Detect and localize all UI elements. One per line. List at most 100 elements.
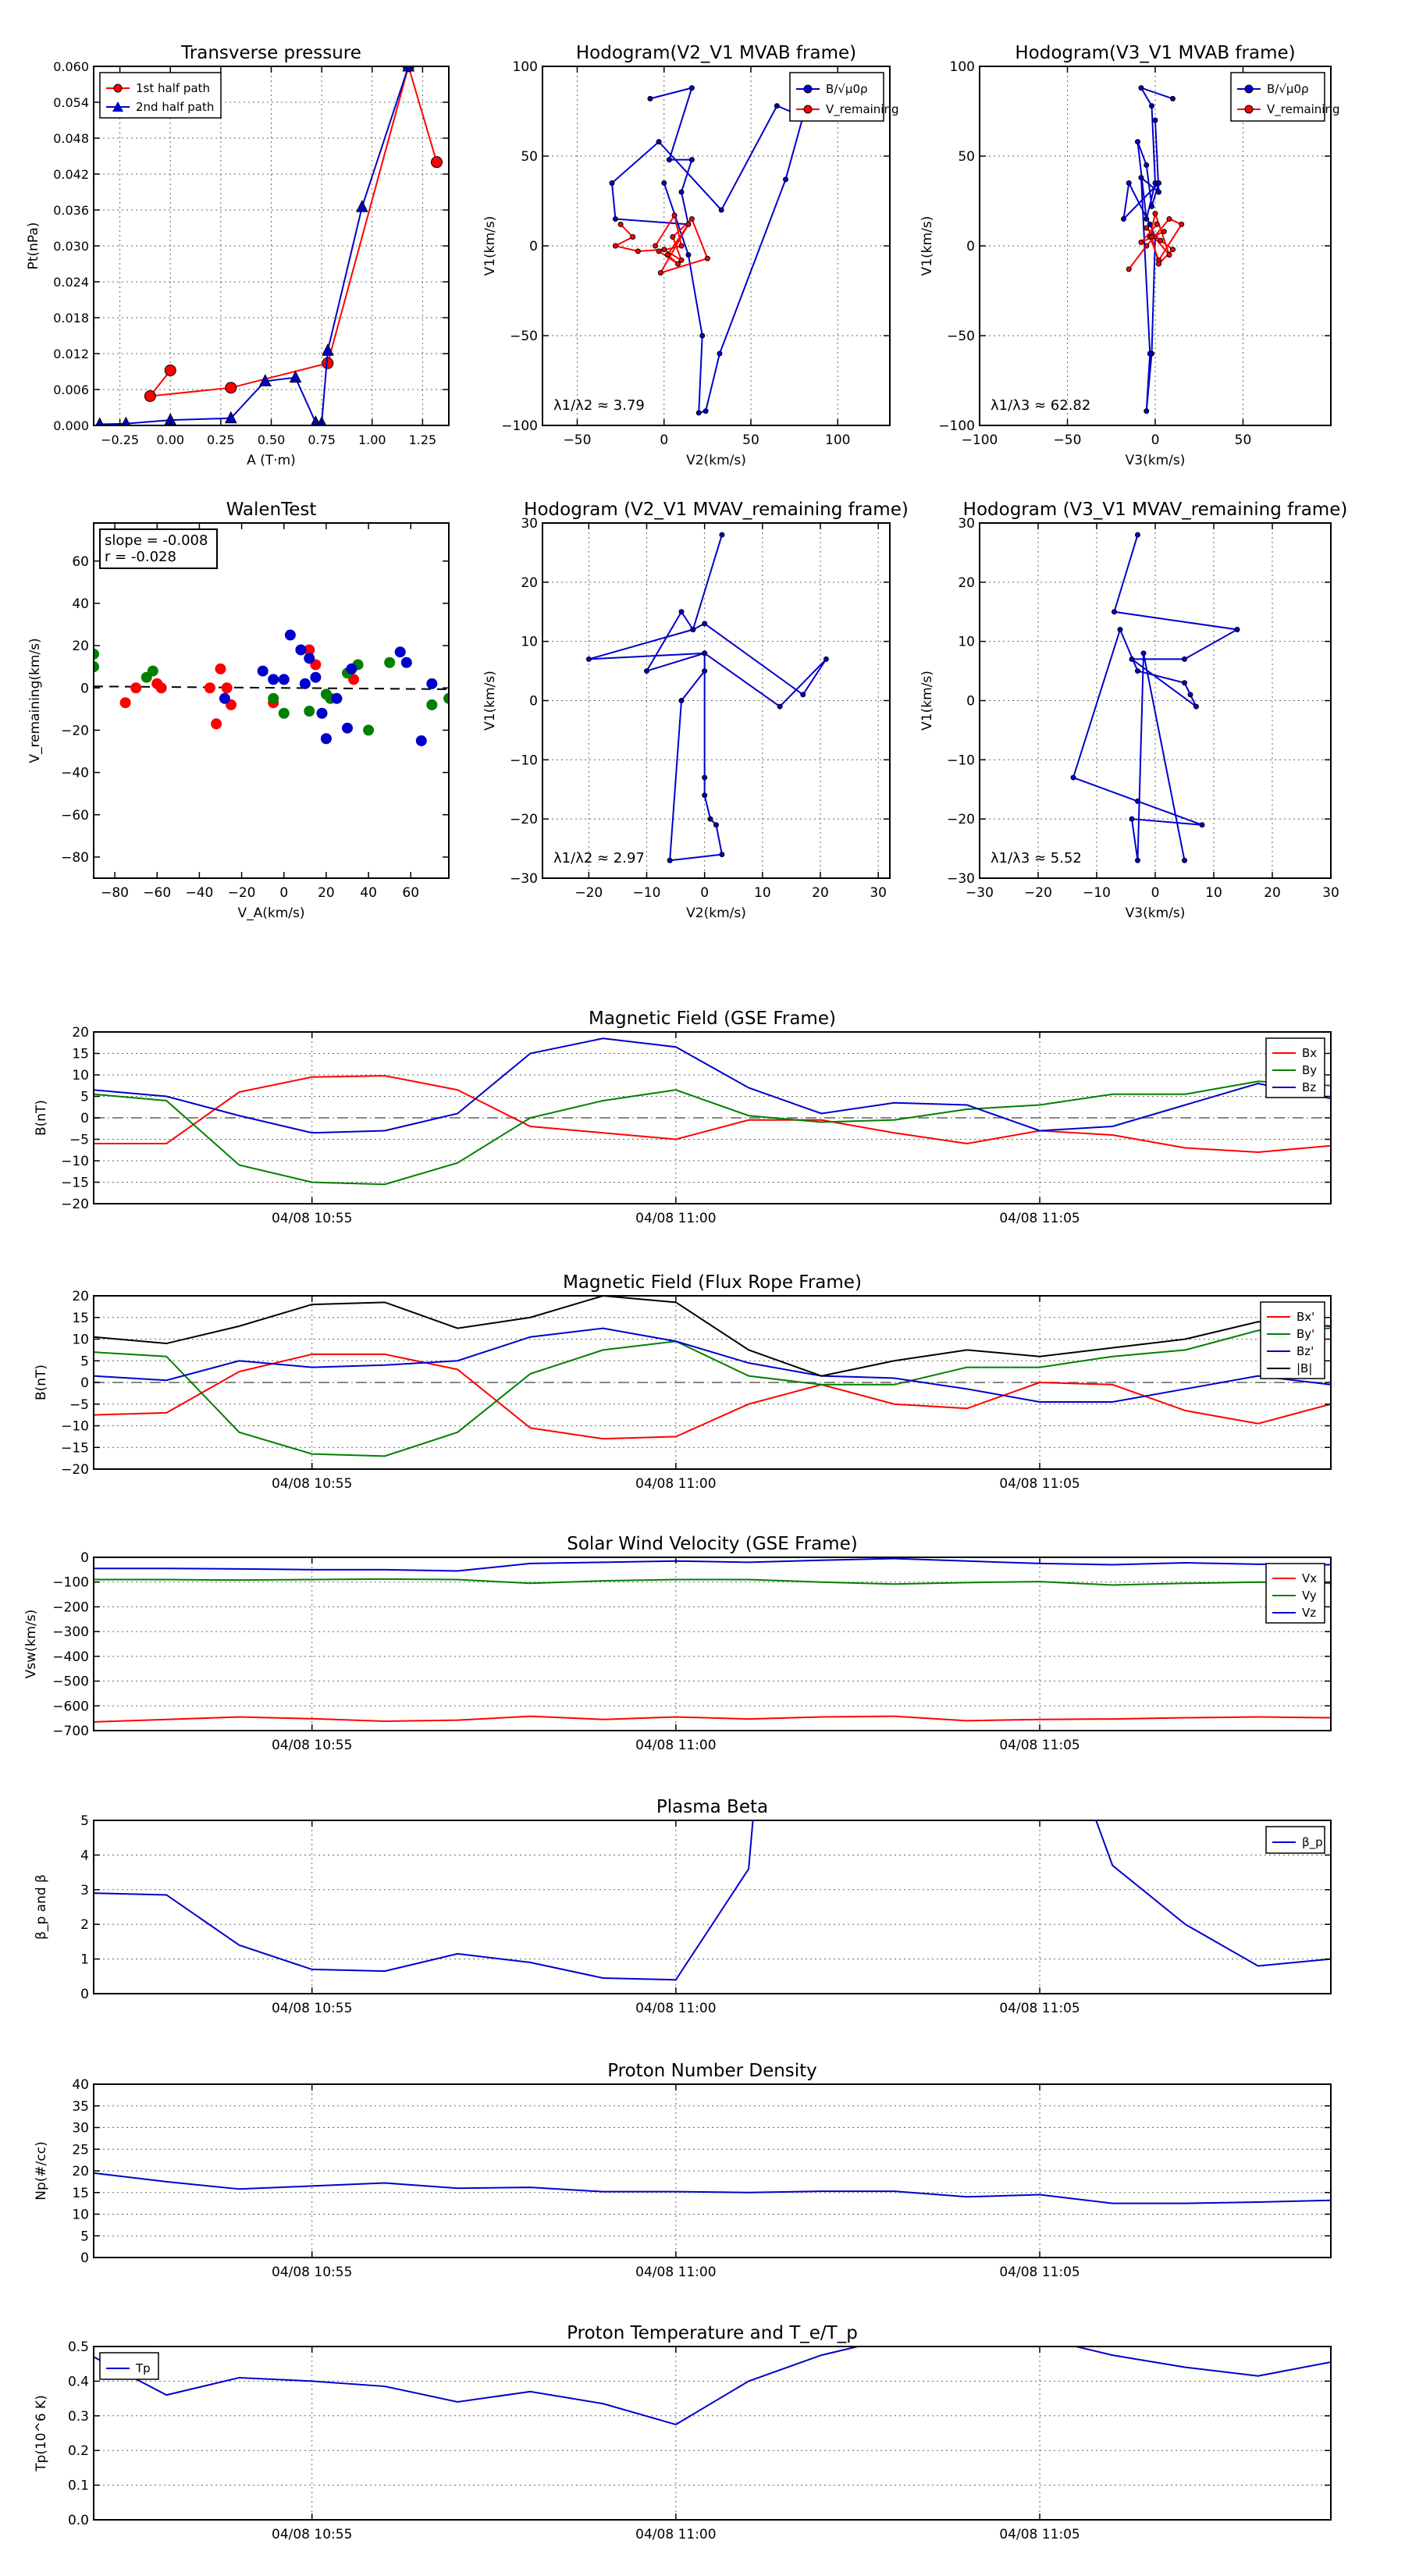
- data-point: [284, 629, 296, 641]
- y-tick-label: 0: [966, 239, 975, 254]
- data-point: [215, 663, 226, 674]
- y-tick-label: −600: [52, 1699, 89, 1714]
- data-point: [774, 103, 780, 109]
- y-tick-label: 20: [72, 1289, 89, 1304]
- data-point: [678, 189, 685, 195]
- data-point: [670, 234, 676, 240]
- y-tick-label: 15: [72, 2186, 89, 2201]
- data-point: [1144, 216, 1150, 222]
- chart-title: Proton Number Density: [607, 2061, 817, 2081]
- eigenvalue-ratio: λ1/λ2 ≈ 3.79: [553, 397, 645, 414]
- data-point: [155, 682, 167, 694]
- series-line-1: [1128, 210, 1183, 270]
- x-tick-label: 50: [742, 432, 759, 448]
- chart-title: Plasma Beta: [656, 1797, 768, 1817]
- x-tick-label: 30: [870, 885, 887, 901]
- data-point: [1144, 243, 1150, 249]
- data-point: [257, 665, 269, 677]
- proton-temperature-chart: 04/08 10:55 04/08 11:00 04/08 11:05 0.0 0.1 0…: [34, 2323, 1332, 2542]
- data-point: [94, 661, 99, 673]
- y-axis-label: β_p and β: [34, 1874, 49, 1940]
- series-line-0: [94, 1075, 1331, 1154]
- y-tick-label: 20: [72, 639, 89, 654]
- plot-frame: [93, 1557, 1332, 1731]
- y-tick-label: −20: [510, 812, 538, 827]
- x-tick-label: 04/08 10:55: [272, 1738, 352, 1753]
- data-point: [707, 816, 713, 822]
- data-point: [702, 650, 708, 656]
- stats-box: [99, 528, 218, 569]
- data-point: [653, 243, 659, 249]
- x-axis-label: A (T·m): [247, 453, 296, 468]
- data-point: [278, 707, 290, 719]
- y-tick-label: 50: [958, 149, 975, 165]
- data-point: [443, 692, 449, 704]
- data-point: [1179, 221, 1185, 227]
- x-tick-label: 1.00: [358, 432, 386, 447]
- x-tick-label: 60: [402, 885, 419, 901]
- y-tick-label: 0.042: [53, 167, 89, 182]
- x-tick-label: 04/08 11:05: [999, 1738, 1080, 1753]
- data-point: [295, 644, 307, 656]
- x-tick-label: 04/08 10:55: [272, 1211, 352, 1226]
- data-point: [777, 703, 783, 710]
- y-tick-label: 0.012: [53, 347, 89, 361]
- data-point: [1166, 252, 1172, 258]
- data-point: [1117, 627, 1123, 632]
- x-tick-label: −10: [633, 885, 661, 901]
- data-point: [1152, 211, 1158, 217]
- data-point: [713, 822, 719, 828]
- y-tick-label: 4: [80, 1848, 89, 1863]
- data-point: [661, 247, 667, 253]
- data-point: [823, 656, 829, 662]
- data-point: [718, 207, 724, 213]
- data-point: [1156, 180, 1161, 186]
- y-tick-label: −30: [510, 871, 538, 887]
- data-point: [1135, 532, 1140, 538]
- data-point: [667, 857, 673, 863]
- data-point: [224, 411, 237, 424]
- chart-title: Hodogram(V2_V1 MVAB frame): [576, 43, 856, 63]
- y-tick-label: −10: [510, 753, 538, 768]
- data-point: [678, 609, 685, 615]
- x-tick-label: 04/08 11:00: [635, 1211, 716, 1226]
- legend-box: [1265, 1826, 1325, 1854]
- data-point: [400, 656, 412, 668]
- x-tick-label: 04/08 10:55: [272, 2265, 352, 2280]
- data-point: [430, 156, 443, 169]
- data-point: [702, 408, 709, 415]
- data-point: [664, 252, 670, 258]
- y-tick-label: 0: [529, 239, 538, 254]
- y-tick-label: 0: [80, 1987, 89, 2002]
- data-point: [704, 255, 710, 262]
- x-tick-label: 50: [1235, 432, 1252, 448]
- data-point: [719, 852, 725, 858]
- data-point: [644, 668, 649, 674]
- y-axis-label: Pt(nPa): [26, 222, 41, 270]
- y-tick-label: 0.4: [68, 2374, 89, 2389]
- data-point: [702, 792, 708, 799]
- data-point: [688, 85, 695, 91]
- x-tick-label: 04/08 10:55: [272, 2527, 352, 2542]
- magnetic-field-fluxrope-chart: 04/08 10:55 04/08 11:00 04/08 11:05 −20 −15 −…: [34, 1272, 1332, 1492]
- chart-title: Proton Temperature and T_e/T_p: [567, 2323, 858, 2343]
- y-tick-label: 0.060: [53, 59, 89, 74]
- y-axis-label: B(nT): [34, 1364, 49, 1400]
- data-point: [415, 735, 427, 746]
- x-axis-label: V2(km/s): [686, 906, 746, 921]
- data-point: [688, 157, 695, 163]
- data-point: [268, 692, 279, 704]
- series-line-2: [94, 1037, 1331, 1134]
- data-point: [1129, 656, 1135, 662]
- x-tick-label: 04/08 11:05: [999, 1476, 1080, 1492]
- y-tick-label: −10: [947, 753, 975, 768]
- y-tick-label: 40: [72, 596, 89, 612]
- chart-title: WalenTest: [226, 500, 317, 520]
- data-point: [204, 682, 215, 694]
- data-point: [702, 774, 708, 781]
- data-point: [678, 257, 685, 263]
- data-point: [144, 390, 156, 402]
- chart-title: Magnetic Field (Flux Rope Frame): [563, 1272, 862, 1293]
- legend-box: [1230, 72, 1325, 122]
- data-point: [316, 707, 328, 719]
